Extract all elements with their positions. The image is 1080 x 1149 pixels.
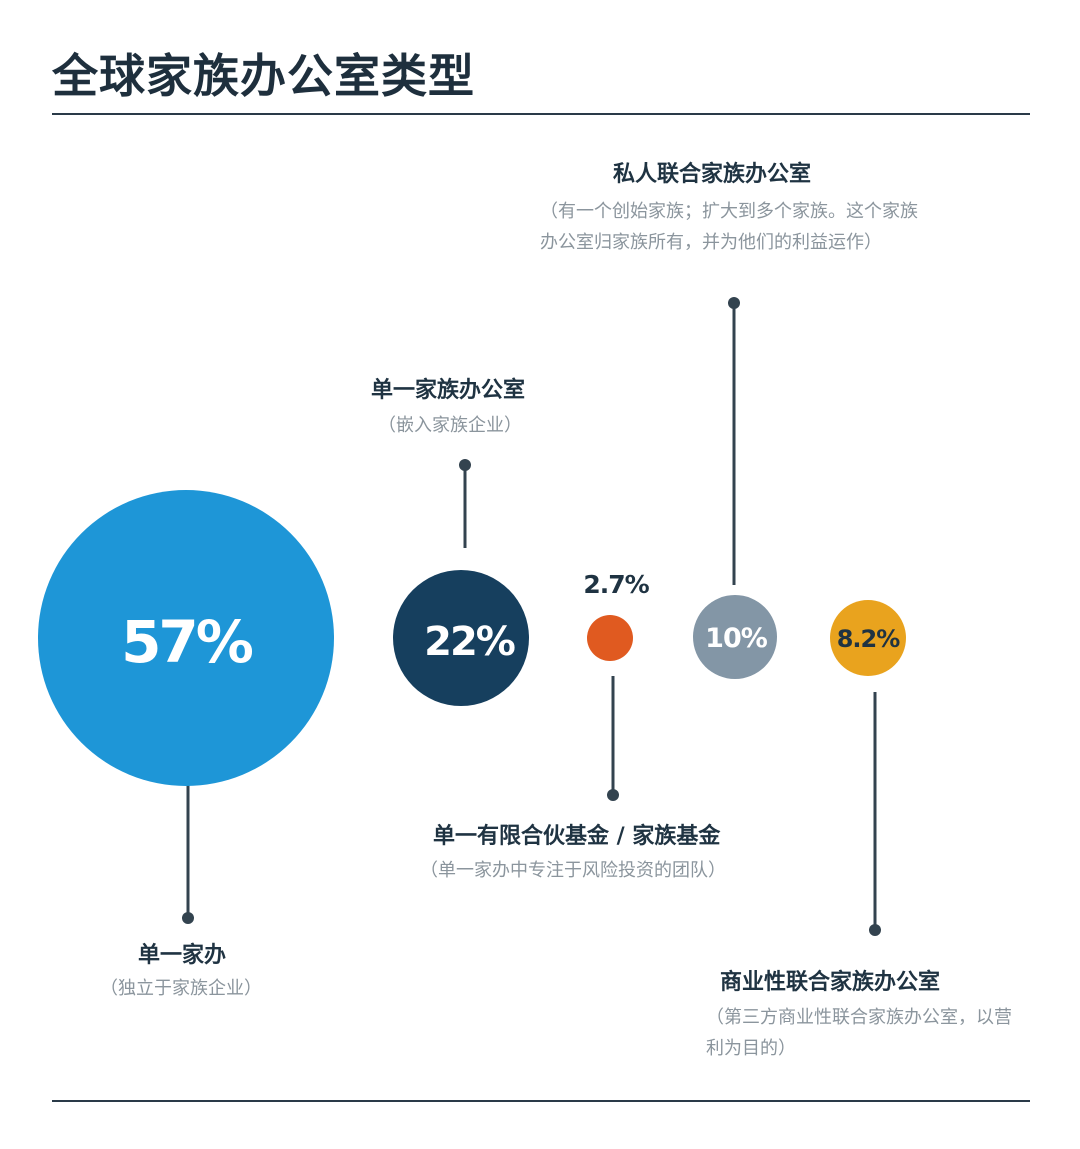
bubble-family-fund — [587, 615, 633, 661]
connector-dot-private-multi-family-office — [728, 297, 740, 309]
bubble-value-private-multi-family-office: 10% — [705, 623, 768, 654]
category-title-single-family-office: 单一家办 — [138, 943, 227, 968]
bubble-commercial-multi-family-office — [830, 600, 906, 676]
connector-dot-single-family-office — [182, 912, 194, 924]
bubble-value-family-fund: 2.7% — [583, 570, 649, 599]
bubble-private-multi-family-office — [693, 595, 777, 679]
category-title-private-multi-family-office: 私人联合家族办公室 — [613, 162, 812, 187]
bubble-single-family-office — [38, 490, 334, 786]
connector-dot-embedded-family-office — [459, 459, 471, 471]
bottom-divider — [52, 1100, 1030, 1102]
bubble-value-single-family-office: 57% — [121, 608, 253, 676]
bubble-embedded-family-office — [393, 570, 529, 706]
category-title-commercial-multi-family-office: 商业性联合家族办公室 — [720, 970, 941, 995]
bubble-value-commercial-multi-family-office: 8.2% — [837, 625, 901, 653]
category-title-embedded-family-office: 单一家族办公室 — [371, 378, 526, 403]
category-title-family-fund: 单一有限合伙基金 / 家族基金 — [433, 824, 721, 849]
category-desc-embedded-family-office: （嵌入家族企业） — [378, 415, 522, 436]
connector-dot-family-fund — [607, 789, 619, 801]
category-desc-private-multi-family-office: （有一个创始家族；扩大到多个家族。这个家族办公室归家族所有，并为他们的利益运作） — [540, 201, 918, 253]
category-desc-single-family-office: （独立于家族企业） — [100, 978, 262, 999]
connector-dot-commercial-multi-family-office — [869, 924, 881, 936]
category-desc-commercial-multi-family-office: （第三方商业性联合家族办公室，以营利为目的） — [706, 1007, 1012, 1059]
bubble-value-embedded-family-office: 22% — [424, 619, 515, 665]
category-desc-family-fund: （单一家办中专注于风险投资的团队） — [420, 860, 726, 881]
top-divider — [52, 113, 1030, 115]
page-title: 全球家族办公室类型 — [52, 49, 475, 103]
